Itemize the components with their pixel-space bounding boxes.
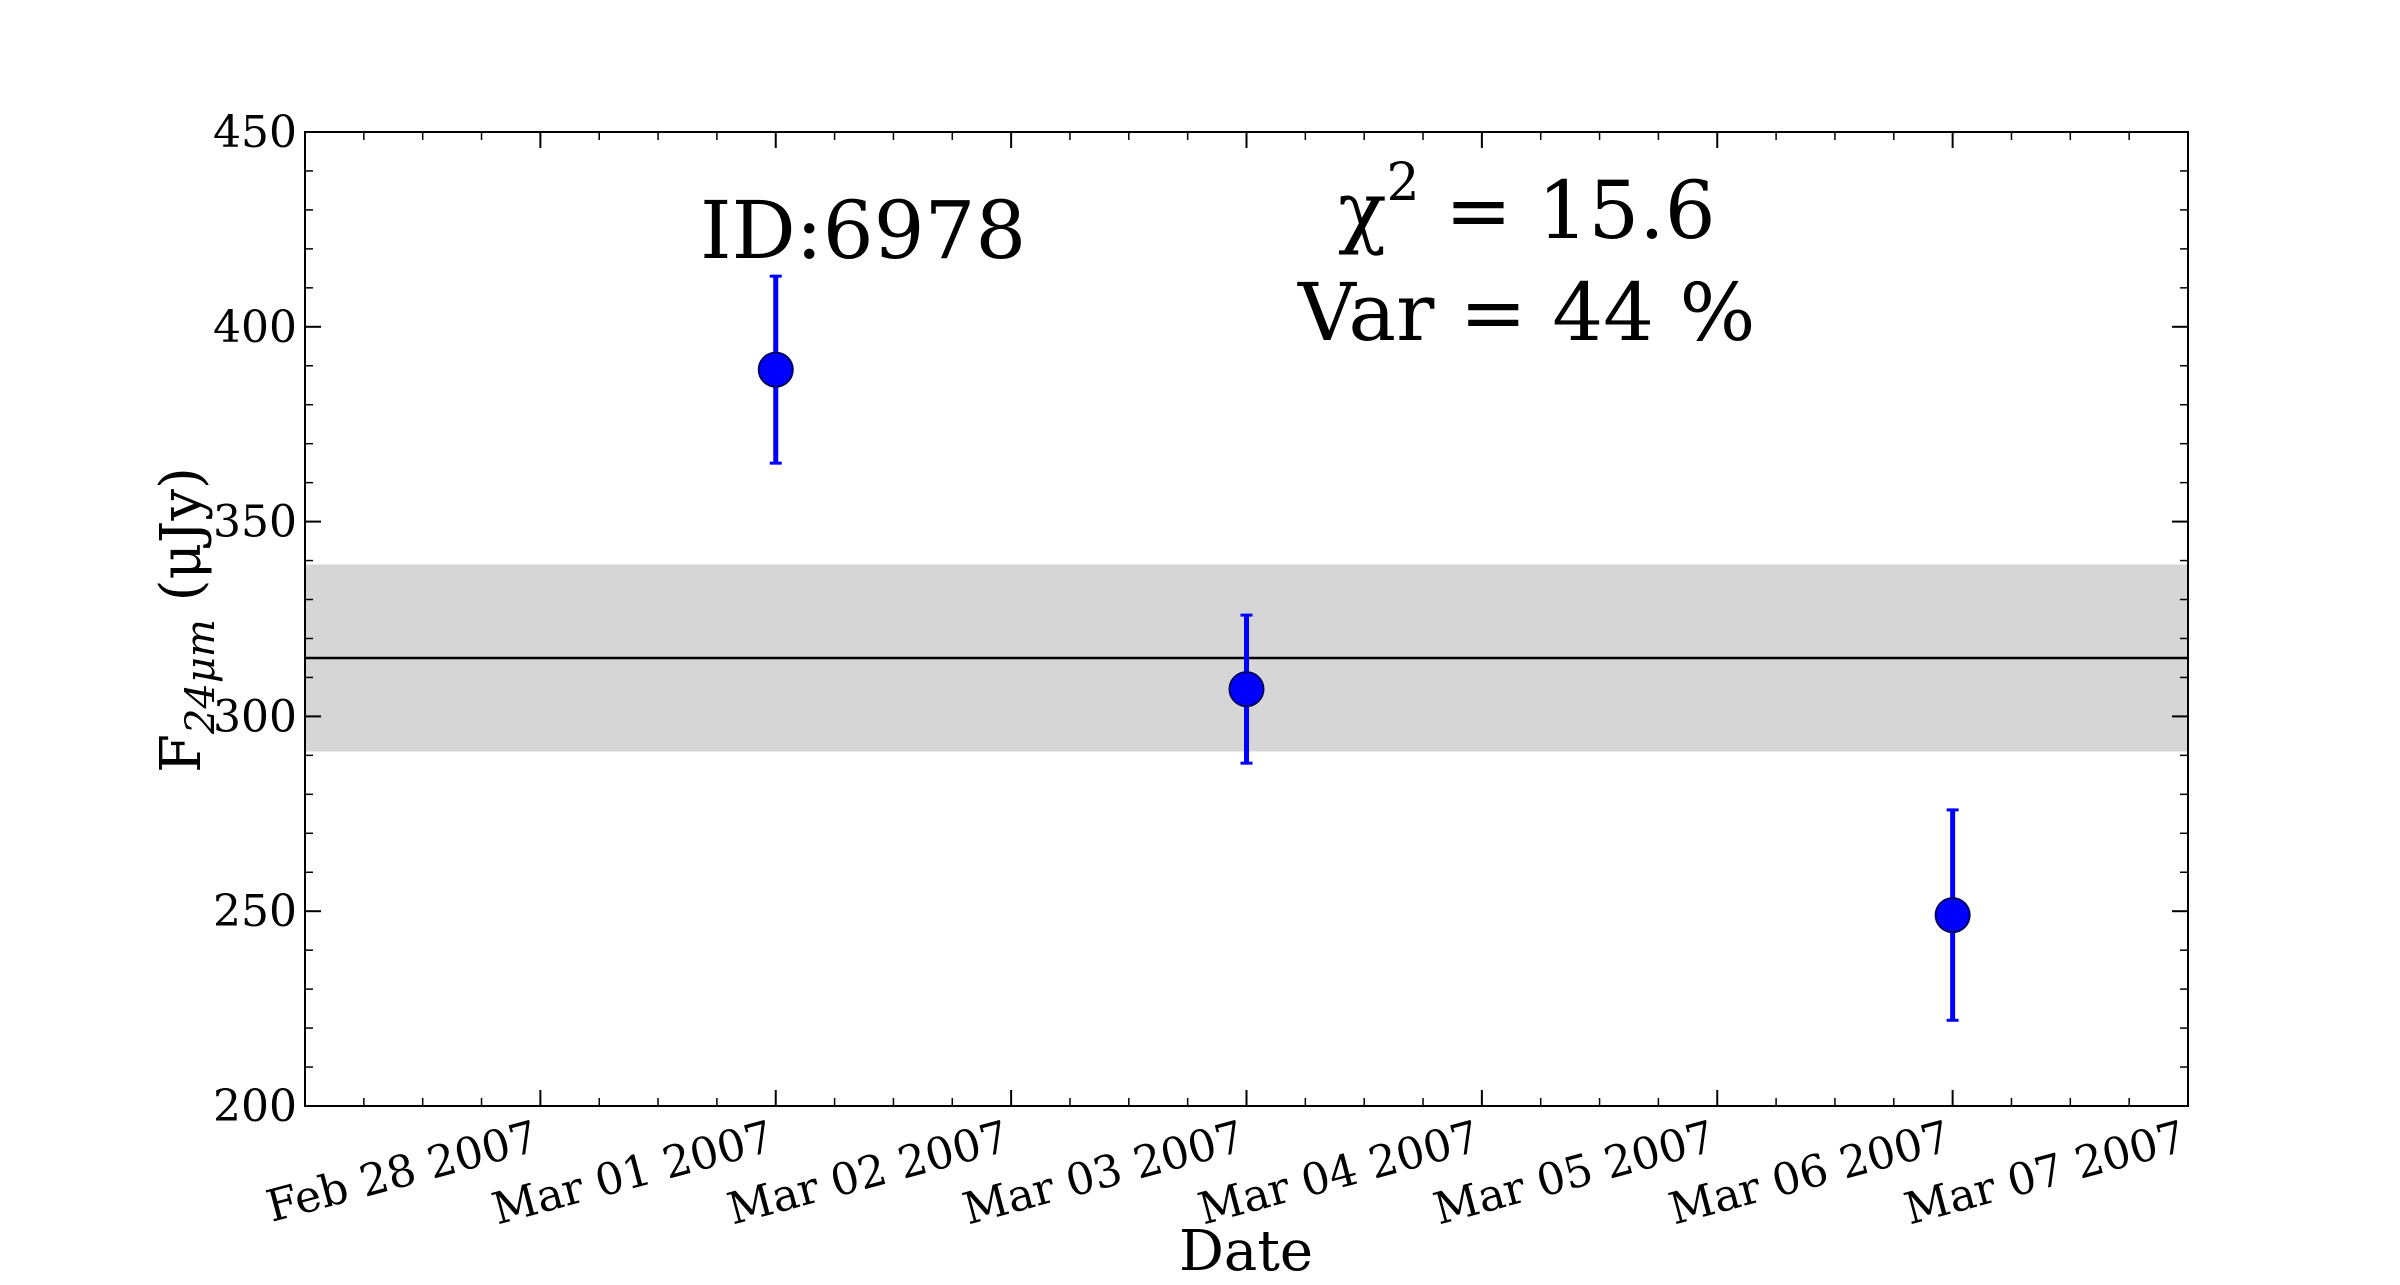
y-tick-labels: 200 250 300 350 400 450 <box>213 107 297 1132</box>
y-axis-title-sub: 24μm <box>178 619 224 735</box>
y-tick-label: 450 <box>213 107 297 158</box>
id-annotation: ID:6978 <box>700 184 1026 277</box>
chi-symbol: χ <box>1338 164 1386 257</box>
data-point <box>1228 671 1265 708</box>
data-point <box>757 351 794 388</box>
data-point <box>1934 897 1971 934</box>
variability-annotation: Var = 44 % <box>1297 266 1756 359</box>
y-tick-label: 400 <box>213 302 297 353</box>
y-tick-label: 250 <box>213 886 297 937</box>
plot-frame <box>304 131 2189 1107</box>
data-points <box>757 274 1971 1022</box>
y-axis-title-rest: (μJy) <box>149 467 214 619</box>
chi-value: = 15.6 <box>1420 164 1716 257</box>
x-axis-title: Date <box>1179 1219 1313 1284</box>
y-tick-label: 300 <box>213 691 297 742</box>
chi-exponent: 2 <box>1386 153 1419 213</box>
chi-square-annotation: χ2 = 15.6 <box>1338 153 1716 257</box>
y-axis-title: F24μm (μJy) <box>149 467 224 773</box>
y-tick-label: 350 <box>213 497 297 548</box>
y-tick-label: 200 <box>213 1081 297 1132</box>
y-axis-title-main: F <box>149 734 214 773</box>
